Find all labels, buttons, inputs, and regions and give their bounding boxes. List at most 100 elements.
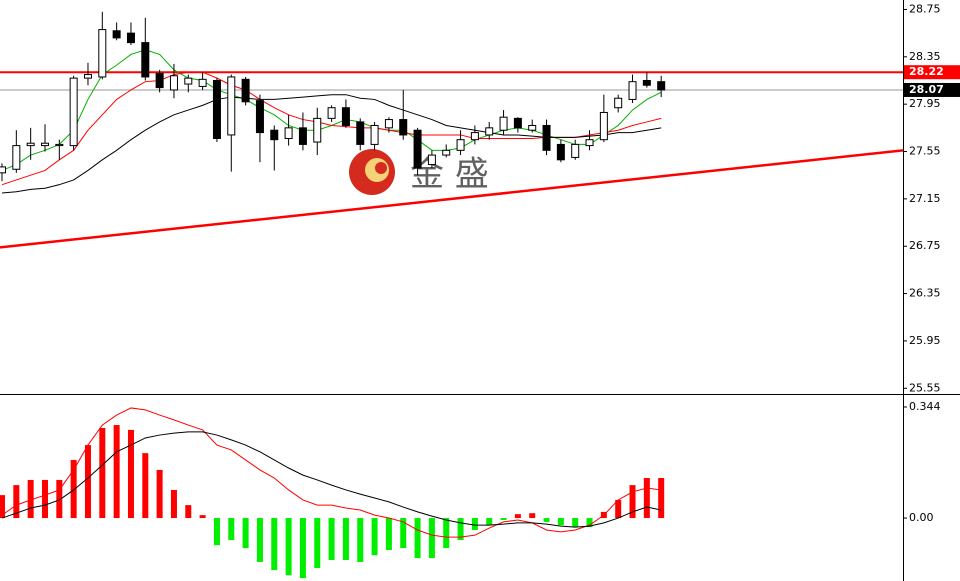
histogram-bar <box>156 469 163 519</box>
histogram-bar <box>299 518 306 579</box>
histogram-bar <box>113 425 120 519</box>
candle-body <box>614 97 623 109</box>
candle-body <box>83 74 92 79</box>
y-tick-label: 0.344 <box>909 400 941 413</box>
y-tick-label: 28.75 <box>909 2 941 15</box>
candle-body <box>26 142 35 147</box>
histogram-bar <box>572 518 579 528</box>
candle-body <box>485 127 494 136</box>
candle-body <box>413 129 422 169</box>
histogram-bar <box>428 518 435 559</box>
candle-body <box>470 132 479 141</box>
candle-body <box>298 127 307 145</box>
price-label-bg <box>904 65 960 80</box>
candle-body <box>40 142 49 147</box>
candle-body <box>141 42 150 78</box>
candle-body <box>327 107 336 119</box>
histogram-bar <box>414 518 421 559</box>
candle-body <box>556 143 565 161</box>
candle-body <box>628 81 637 100</box>
candle-body <box>513 117 522 129</box>
histogram-bar <box>471 518 478 530</box>
candle-body <box>155 72 164 89</box>
candle-body <box>370 124 379 145</box>
y-tick-label: 25.95 <box>909 334 941 347</box>
candle-body <box>456 139 465 151</box>
candle-body <box>571 143 580 158</box>
histogram-bar <box>142 453 149 519</box>
candle-body <box>112 30 121 39</box>
y-tick-label: 26.75 <box>909 239 941 252</box>
candle-body <box>384 119 393 129</box>
price-label: 28.22 <box>909 65 944 78</box>
candle-body <box>55 143 64 147</box>
candle-body <box>528 124 537 131</box>
candle-body <box>284 127 293 139</box>
histogram-bar <box>443 518 450 549</box>
histogram-bar <box>629 485 636 519</box>
candle-body <box>198 78 207 87</box>
histogram-bar <box>457 518 464 540</box>
histogram-bar <box>529 513 536 519</box>
y-tick-label: 27.95 <box>909 97 941 110</box>
price-label: 28.07 <box>909 83 944 96</box>
candle-body <box>341 107 350 126</box>
logo-core <box>375 162 387 174</box>
histogram-bar <box>314 518 321 569</box>
candle-body <box>126 32 135 44</box>
histogram-bar <box>242 518 249 549</box>
candle-body <box>227 76 236 136</box>
histogram-bar <box>199 515 206 519</box>
histogram-bar <box>285 518 292 576</box>
y-tick-label: 27.15 <box>909 192 941 205</box>
histogram-bar <box>615 499 622 519</box>
candle-body <box>356 121 365 145</box>
histogram-bar <box>643 478 650 519</box>
candle-body <box>399 119 408 136</box>
histogram-bar <box>13 485 20 519</box>
candle-body <box>542 124 551 151</box>
indicator-line <box>1 407 662 538</box>
histogram-bar <box>385 518 392 551</box>
histogram-bar <box>514 514 521 519</box>
y-tick-label: 27.55 <box>909 145 941 158</box>
watermark: 金 盛 <box>410 155 489 195</box>
histogram-bar <box>99 427 106 519</box>
histogram-bar <box>543 518 550 522</box>
histogram-bar <box>658 478 665 519</box>
candle-body <box>657 81 666 91</box>
histogram-bar <box>127 429 134 519</box>
histogram-bar <box>500 518 507 520</box>
indicator-line <box>1 431 662 528</box>
histogram-bar <box>371 518 378 556</box>
candle-body <box>0 166 6 174</box>
y-tick-label: 28.35 <box>909 50 941 63</box>
candle-body <box>98 29 107 78</box>
candle-body <box>255 100 264 134</box>
histogram-bar <box>213 518 220 546</box>
price-label-bg <box>904 82 960 97</box>
y-tick-label: 25.55 <box>909 381 941 394</box>
histogram-bar <box>486 518 493 526</box>
candle-body <box>270 129 279 141</box>
histogram-bar <box>400 518 407 549</box>
histogram-bar <box>70 459 77 519</box>
candle-body <box>12 145 21 170</box>
candle-body <box>585 139 594 147</box>
histogram-bar <box>586 518 593 528</box>
candle-body <box>442 149 451 156</box>
watermark-logo <box>349 149 395 195</box>
candle-body <box>169 75 178 91</box>
candle-body <box>599 111 608 141</box>
histogram-bar <box>557 518 564 526</box>
y-tick-label: 26.35 <box>909 287 941 300</box>
candle-body <box>69 77 78 147</box>
histogram-bar <box>41 479 48 519</box>
histogram-bar <box>256 518 263 562</box>
candle-body <box>212 79 221 139</box>
histogram-bar <box>56 479 63 519</box>
histogram-bar <box>357 518 364 562</box>
histogram-bar <box>271 518 278 571</box>
